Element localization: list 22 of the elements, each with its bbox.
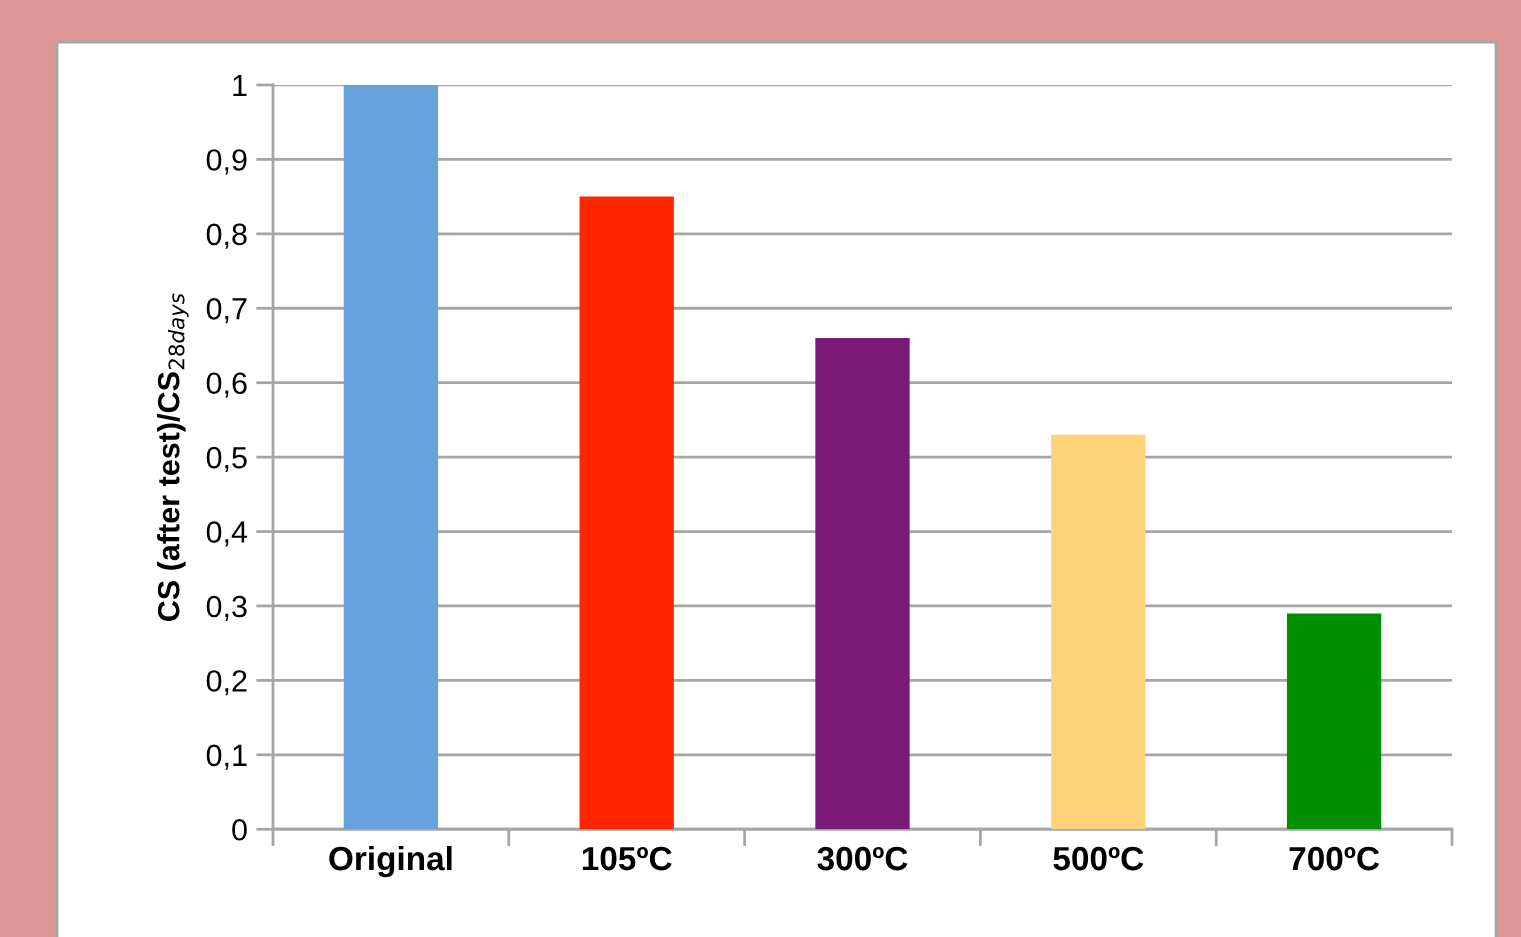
y-tick-label: 0,2: [206, 670, 247, 696]
bar: [1286, 613, 1382, 830]
y-tick-label: 0,3: [206, 595, 247, 621]
y-tick-label: 0,7: [206, 298, 247, 324]
y-tick-label: 0,8: [206, 223, 247, 249]
x-tick-label: 500ºC: [1053, 846, 1144, 871]
y-axis-title: CS (after test)/CS$_{28days}$: [157, 293, 189, 622]
bar: [1051, 434, 1146, 830]
y-tick-label: 0,5: [206, 446, 247, 473]
y-tick-label: 0,6: [206, 372, 247, 398]
y-tick-label: 1: [233, 75, 247, 97]
y-tick-label: 0,1: [206, 744, 247, 770]
x-tick-label: Original: [329, 845, 452, 878]
x-tick-label: 700ºC: [1289, 846, 1380, 871]
y-tick-label: 0,4: [206, 521, 248, 547]
y-tick-label: 0,9: [206, 149, 247, 175]
bar: [343, 84, 439, 830]
bar: [815, 338, 910, 830]
x-tick-label: 300ºC: [817, 846, 908, 871]
y-tick-label: 0: [232, 818, 247, 841]
bar: [579, 196, 674, 830]
x-tick-label: 105ºC: [582, 846, 672, 871]
